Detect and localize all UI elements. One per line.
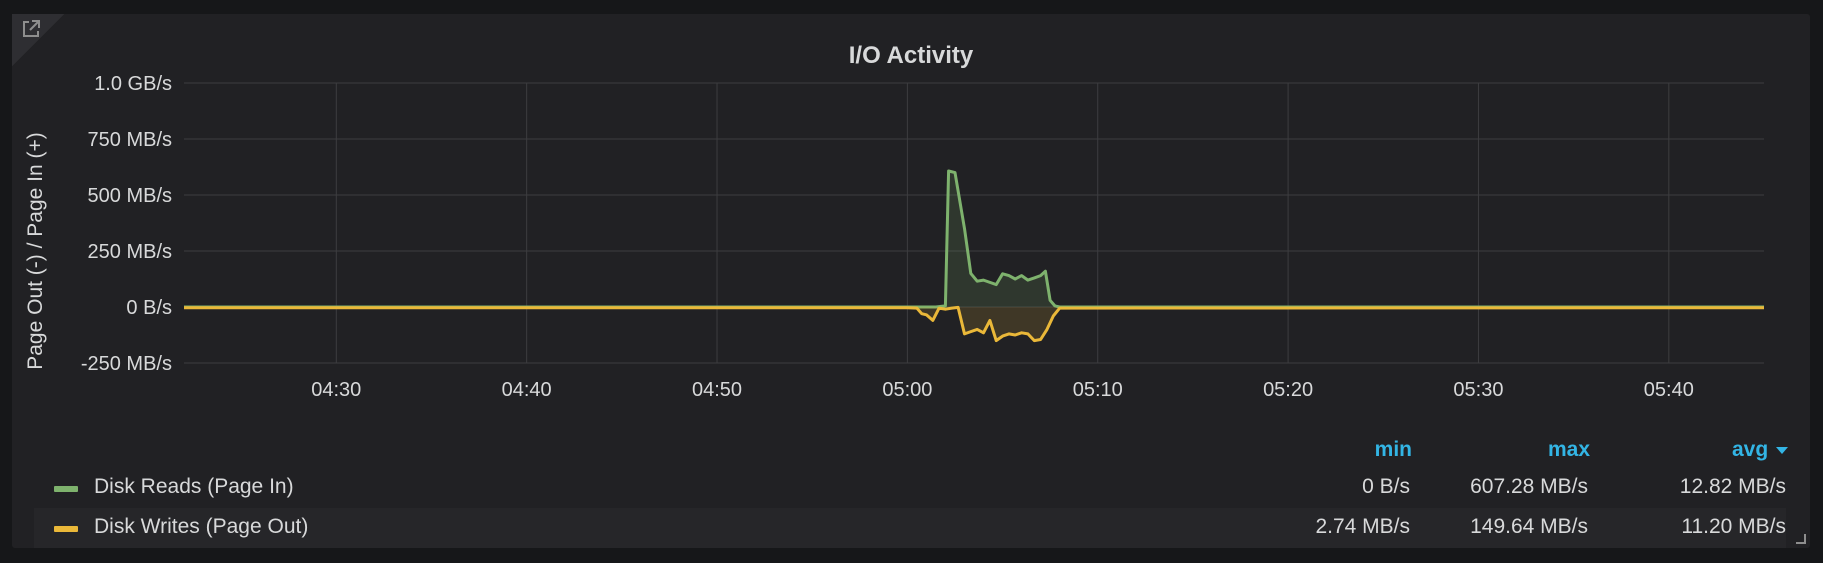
y-tick-label: 750 MB/s <box>88 129 172 151</box>
panel-resize-handle[interactable] <box>1796 534 1806 544</box>
x-tick-label: 05:20 <box>1263 379 1313 401</box>
legend-max-value: 149.64 MB/s <box>1470 515 1588 538</box>
legend-row-disk-reads[interactable]: Disk Reads (Page In) 0 B/s 607.28 MB/s 1… <box>34 468 1786 508</box>
y-axis-label: Page Out (-) / Page In (+) <box>24 132 47 370</box>
x-tick-label: 05:00 <box>882 379 932 401</box>
series-area-disk-reads <box>184 171 1764 307</box>
io-activity-panel: I/O Activity 1.0 GB/s 750 MB/s 500 MB/s 250… <box>12 14 1810 548</box>
legend-header-avg[interactable]: avg <box>1648 438 1788 462</box>
legend-row-disk-writes[interactable]: Disk Writes (Page Out) 2.74 MB/s 149.64 … <box>34 508 1786 548</box>
legend-avg-value: 11.20 MB/s <box>1681 515 1786 538</box>
panel-title[interactable]: I/O Activity <box>848 42 974 69</box>
y-tick-label: 500 MB/s <box>88 185 172 207</box>
y-tick-label: 0 B/s <box>126 297 172 319</box>
legend-swatch-disk-reads[interactable] <box>54 486 78 492</box>
series-line-disk-writes <box>184 305 1765 343</box>
x-tick-label: 04:30 <box>311 379 361 401</box>
x-tick-label: 04:40 <box>502 379 552 401</box>
caret-down-icon <box>1776 447 1788 455</box>
y-tick-label: 1.0 GB/s <box>94 73 172 95</box>
legend-max-value: 607.28 MB/s <box>1470 475 1588 498</box>
external-link-icon[interactable] <box>20 18 42 40</box>
legend-min-value: 0 B/s <box>1362 475 1410 498</box>
legend-avg-value: 12.82 MB/s <box>1679 475 1786 498</box>
series-area-disk-writes <box>184 307 1764 341</box>
legend-swatch-disk-writes[interactable] <box>54 526 78 532</box>
x-tick-label: 04:50 <box>692 379 742 401</box>
legend-series-name[interactable]: Disk Reads (Page In) <box>94 475 294 498</box>
y-tick-label: 250 MB/s <box>88 241 172 263</box>
legend-header-min[interactable]: min <box>1374 438 1412 461</box>
x-tick-label: 05:30 <box>1453 379 1503 401</box>
io-chart[interactable]: 1.0 GB/s 750 MB/s 500 MB/s 250 MB/s 0 B/s -25… <box>12 14 1810 414</box>
x-tick-label: 05:10 <box>1073 379 1123 401</box>
legend-min-value: 2.74 MB/s <box>1315 515 1410 538</box>
legend-header-max[interactable]: max <box>1547 438 1590 461</box>
legend-header-avg-label: avg <box>1731 438 1769 461</box>
legend-series-name[interactable]: Disk Writes (Page Out) <box>94 515 309 538</box>
x-tick-label: 05:40 <box>1644 379 1694 401</box>
legend-header: min max avg <box>12 434 1810 464</box>
series-line-disk-reads <box>184 169 1764 309</box>
y-tick-label: -250 MB/s <box>81 353 172 375</box>
panel-link-corner[interactable] <box>12 14 64 66</box>
